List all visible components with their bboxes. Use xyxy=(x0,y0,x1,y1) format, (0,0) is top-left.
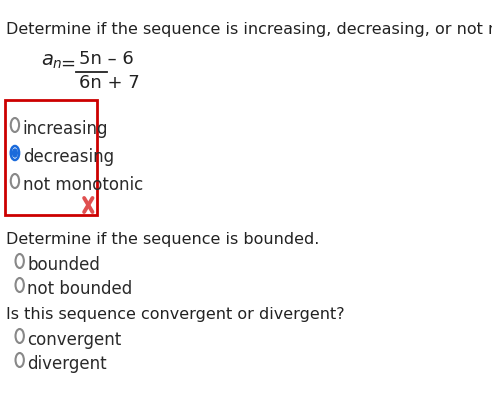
Circle shape xyxy=(11,174,19,188)
Circle shape xyxy=(16,329,24,343)
Text: not monotonic: not monotonic xyxy=(23,176,143,194)
Text: 6n + 7: 6n + 7 xyxy=(79,74,140,92)
Text: decreasing: decreasing xyxy=(23,148,114,166)
Text: not bounded: not bounded xyxy=(28,280,133,298)
Circle shape xyxy=(16,254,24,268)
Circle shape xyxy=(16,353,24,367)
Text: convergent: convergent xyxy=(28,331,122,349)
Text: bounded: bounded xyxy=(28,256,100,274)
Circle shape xyxy=(11,118,19,132)
FancyBboxPatch shape xyxy=(5,100,97,215)
Text: increasing: increasing xyxy=(23,120,108,138)
Text: 5n – 6: 5n – 6 xyxy=(79,50,134,68)
Text: Is this sequence convergent or divergent?: Is this sequence convergent or divergent… xyxy=(6,307,344,322)
Circle shape xyxy=(16,278,24,292)
Circle shape xyxy=(12,149,17,157)
Text: =: = xyxy=(60,55,75,73)
Circle shape xyxy=(11,146,19,160)
Text: $a_n$: $a_n$ xyxy=(40,52,62,71)
Text: Determine if the sequence is bounded.: Determine if the sequence is bounded. xyxy=(6,232,319,247)
Text: Determine if the sequence is increasing, decreasing, or not monotonic.: Determine if the sequence is increasing,… xyxy=(6,22,492,37)
Text: divergent: divergent xyxy=(28,355,107,373)
